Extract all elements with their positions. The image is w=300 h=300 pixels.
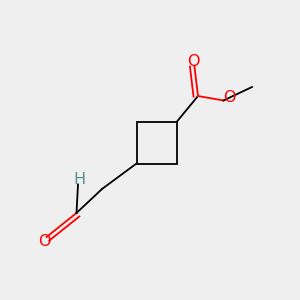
Text: O: O: [38, 234, 50, 249]
Text: O: O: [187, 54, 199, 69]
Text: O: O: [223, 90, 236, 105]
Text: H: H: [74, 172, 86, 188]
